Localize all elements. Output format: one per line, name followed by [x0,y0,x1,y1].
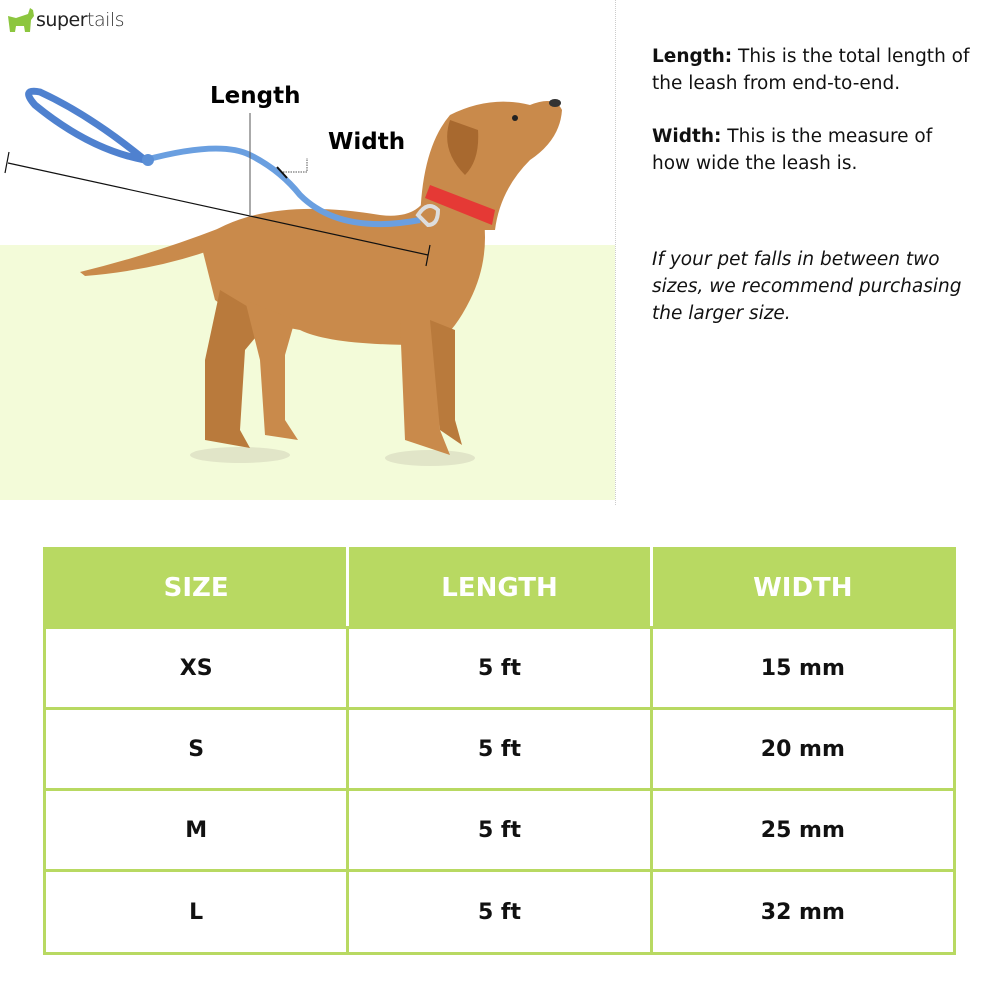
supertails-logo: supertails [6,6,125,34]
cell-width: 32 mm [649,869,957,955]
size-recommendation-note: If your pet falls in between two sizes, … [652,249,962,324]
product-illustration: supertails Length Width [0,0,615,500]
table-header-row: SIZE LENGTH WIDTH [42,547,957,629]
header-width: WIDTH [649,547,957,629]
cell-length: 5 ft [346,869,653,955]
cell-size: L [42,869,350,955]
width-description: Width: This is the measure of how wide t… [652,123,972,177]
logo-text-tails: tails [87,9,125,31]
dog-logo-icon [8,8,34,32]
length-text: This is the total length of the leash fr… [652,46,970,94]
dog-with-leash-illustration [4,87,562,466]
header-size: SIZE [42,547,350,629]
logo-text-super: super [36,9,88,31]
width-term: Width: [652,126,722,147]
length-description: Length: This is the total length of the … [652,43,972,97]
cell-length: 5 ft [346,788,653,872]
length-label: Length [210,83,301,109]
header-length: LENGTH [346,547,653,629]
width-text: This is the measure of how wide the leas… [652,126,933,174]
cell-size: M [42,788,350,872]
cell-size: XS [42,626,350,710]
cell-length: 5 ft [346,626,653,710]
cell-width: 25 mm [649,788,957,872]
cell-width: 20 mm [649,707,957,791]
divider [615,0,616,505]
table-row: XS 5 ft 15 mm [42,626,957,710]
width-label: Width [328,129,406,155]
cell-size: S [42,707,350,791]
cell-width: 15 mm [649,626,957,710]
cell-length: 5 ft [346,707,653,791]
length-term: Length: [652,46,733,67]
